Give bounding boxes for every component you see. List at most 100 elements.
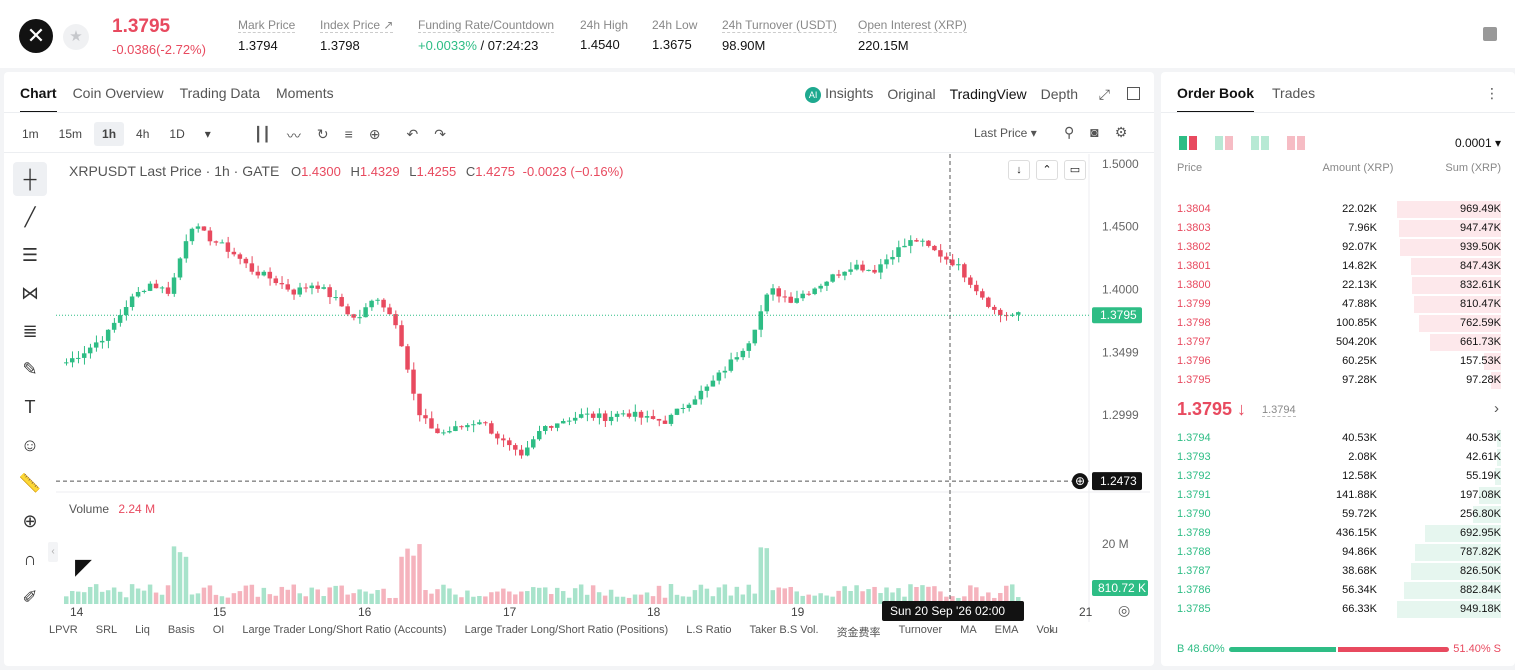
- ask-row[interactable]: 1.3795 97.28K 97.28K: [1161, 371, 1515, 390]
- expand-icon[interactable]: ⤢: [1098, 86, 1110, 102]
- view-both-icon[interactable]: [1179, 136, 1197, 150]
- interval-1d[interactable]: 1D: [169, 127, 185, 141]
- bid-row[interactable]: 1.3794 40.53K 40.53K: [1161, 429, 1515, 448]
- bid-row[interactable]: 1.3791 141.88K 197.08K: [1161, 486, 1515, 505]
- stat-open-interest[interactable]: Open Interest (XRP) 220.15M: [858, 18, 967, 53]
- view-split-icon[interactable]: [1215, 136, 1233, 150]
- bid-row[interactable]: 1.3788 94.86K 787.82K: [1161, 543, 1515, 562]
- bid-row[interactable]: 1.3786 56.34K 882.84K: [1161, 581, 1515, 600]
- pattern-tool-icon[interactable]: ⋈: [21, 283, 39, 303]
- indicator-tab[interactable]: Large Trader Long/Short Ratio (Positions…: [464, 624, 669, 636]
- tab-order-book[interactable]: Order Book: [1177, 85, 1255, 113]
- indicator-tab[interactable]: Large Trader Long/Short Ratio (Accounts): [242, 624, 447, 636]
- tab-trades[interactable]: Trades: [1272, 85, 1316, 101]
- settings-gear-icon[interactable]: ⚙: [1114, 124, 1128, 140]
- scroll-right-icon[interactable]: ›: [1049, 623, 1053, 637]
- price-source-select[interactable]: Last Price ▾: [974, 126, 1037, 140]
- ask-row[interactable]: 1.3799 47.88K 810.47K: [1161, 295, 1515, 314]
- time-settings-icon[interactable]: ◎: [1118, 602, 1131, 618]
- price-chart[interactable]: 1.5000 1.4500 1.4000 1.3499 1.2999 1.3795 1.24…: [56, 154, 1150, 622]
- stat-mark-price[interactable]: Mark Price 1.3794: [238, 18, 296, 53]
- indicator-tab[interactable]: Volu: [1036, 624, 1058, 636]
- ruler-tool-icon[interactable]: 📏: [18, 473, 42, 493]
- add-alert-icon[interactable]: ⊕: [368, 126, 381, 142]
- ask-row[interactable]: 1.3798 100.85K 762.59K: [1161, 314, 1515, 333]
- indicator-tab[interactable]: Turnover: [898, 624, 943, 636]
- compare-icon[interactable]: ↻: [316, 126, 329, 142]
- bid-row[interactable]: 1.3787 38.68K 826.50K: [1161, 562, 1515, 581]
- indicator-tab[interactable]: OI: [212, 624, 225, 636]
- favorite-star-icon[interactable]: ★: [63, 24, 89, 50]
- trendline-tool-icon[interactable]: ╱: [24, 207, 36, 227]
- brush-tool-icon[interactable]: ✎: [22, 359, 38, 379]
- indicator-tab[interactable]: 资金费率: [836, 627, 881, 639]
- indicator-tab[interactable]: Liq: [135, 624, 150, 636]
- indicator-tab[interactable]: Basis: [167, 624, 195, 636]
- ask-row[interactable]: 1.3800 22.13K 832.61K: [1161, 276, 1515, 295]
- interval-1h[interactable]: 1h: [94, 122, 125, 146]
- tab-moments[interactable]: Moments: [276, 85, 334, 101]
- tab-coin-overview[interactable]: Coin Overview: [72, 85, 164, 101]
- bid-row[interactable]: 1.3785 66.33K 949.18K: [1161, 600, 1515, 619]
- bid-row[interactable]: 1.3792 12.58K 55.19K: [1161, 467, 1515, 486]
- interval-1m[interactable]: 1m: [22, 127, 39, 141]
- tick-size-select[interactable]: 0.0001 ▾: [1454, 136, 1501, 150]
- tab-tradingview[interactable]: TradingView: [949, 86, 1027, 102]
- ask-row[interactable]: 1.3797 504.20K 661.73K: [1161, 333, 1515, 352]
- fib-tool-icon[interactable]: ≣: [22, 321, 38, 341]
- magnet-tool-icon[interactable]: ∩: [23, 549, 37, 569]
- indicator-tab[interactable]: LPVR: [49, 624, 78, 636]
- interval-dropdown-icon[interactable]: ▾: [204, 127, 211, 141]
- book-icon[interactable]: [1483, 27, 1497, 41]
- ask-row[interactable]: 1.3801 14.82K 847.43K: [1161, 257, 1515, 276]
- search-icon[interactable]: ⚲: [1064, 124, 1075, 140]
- bid-row[interactable]: 1.3790 59.72K 256.80K: [1161, 505, 1515, 524]
- ask-row[interactable]: 1.3802 92.07K 939.50K: [1161, 238, 1515, 257]
- pencil-lock-tool-icon[interactable]: ✐: [22, 587, 38, 607]
- zoom-in-tool-icon[interactable]: ⊕: [22, 511, 38, 531]
- interval-15m[interactable]: 15m: [58, 127, 83, 141]
- emoji-tool-icon[interactable]: ☺: [20, 435, 40, 455]
- chevron-right-icon[interactable]: ›: [1494, 400, 1499, 417]
- candle-body: [417, 393, 422, 416]
- indicator-tab[interactable]: Taker B.S Vol.: [749, 624, 819, 636]
- collapse-icon[interactable]: ⌃: [1036, 160, 1058, 180]
- candle-type-icon[interactable]: ┃┃: [254, 126, 271, 142]
- arrow-down-icon[interactable]: ↓: [1008, 160, 1030, 180]
- text-tool-icon[interactable]: T: [24, 397, 36, 417]
- horizontal-lines-tool-icon[interactable]: ☰: [21, 245, 39, 265]
- bid-row[interactable]: 1.3789 436.15K 692.95K: [1161, 524, 1515, 543]
- indicators-icon[interactable]: 〰: [286, 128, 301, 144]
- indicator-tab[interactable]: L.S Ratio: [686, 624, 732, 636]
- view-asks-icon[interactable]: [1287, 136, 1305, 150]
- indicator-tab[interactable]: SRL: [95, 624, 118, 636]
- candle-body: [99, 340, 105, 343]
- templates-icon[interactable]: ≡: [344, 126, 353, 142]
- indicator-tab[interactable]: MA: [960, 624, 977, 636]
- interval-4h[interactable]: 4h: [136, 127, 150, 141]
- maximize-pane-icon[interactable]: ▭: [1064, 160, 1086, 180]
- candle-body: [998, 309, 1003, 316]
- tab-depth[interactable]: Depth: [1040, 86, 1078, 102]
- redo-icon[interactable]: ↷: [434, 126, 446, 142]
- tab-insights[interactable]: AI Insights: [805, 85, 873, 103]
- more-menu-icon[interactable]: ⋮: [1485, 85, 1499, 101]
- camera-icon[interactable]: ◙: [1090, 124, 1099, 140]
- ask-row[interactable]: 1.3804 22.02K 969.49K: [1161, 200, 1515, 219]
- ask-row[interactable]: 1.3803 7.96K 947.47K: [1161, 219, 1515, 238]
- stat-24h-turnover[interactable]: 24h Turnover (USDT) 98.90M: [722, 18, 837, 53]
- view-bids-icon[interactable]: [1251, 136, 1269, 150]
- stat-index-price[interactable]: Index Price ↗ 1.3798: [320, 18, 394, 53]
- tab-chart[interactable]: Chart: [20, 85, 57, 113]
- candle-body: [962, 264, 967, 278]
- undo-icon[interactable]: ↶: [406, 126, 419, 142]
- bid-row[interactable]: 1.3793 2.08K 42.61K: [1161, 448, 1515, 467]
- tab-trading-data[interactable]: Trading Data: [179, 85, 261, 101]
- collapse-toolbar-icon[interactable]: ‹: [48, 542, 58, 562]
- window-icon[interactable]: [1127, 87, 1140, 100]
- tab-original[interactable]: Original: [887, 86, 936, 102]
- indicator-tab[interactable]: EMA: [994, 624, 1019, 636]
- stat-funding-rate[interactable]: Funding Rate/Countdown +0.0033% / 07:24:…: [418, 18, 555, 53]
- ask-row[interactable]: 1.3796 60.25K 157.53K: [1161, 352, 1515, 371]
- crosshair-tool-icon[interactable]: ┼: [13, 162, 47, 196]
